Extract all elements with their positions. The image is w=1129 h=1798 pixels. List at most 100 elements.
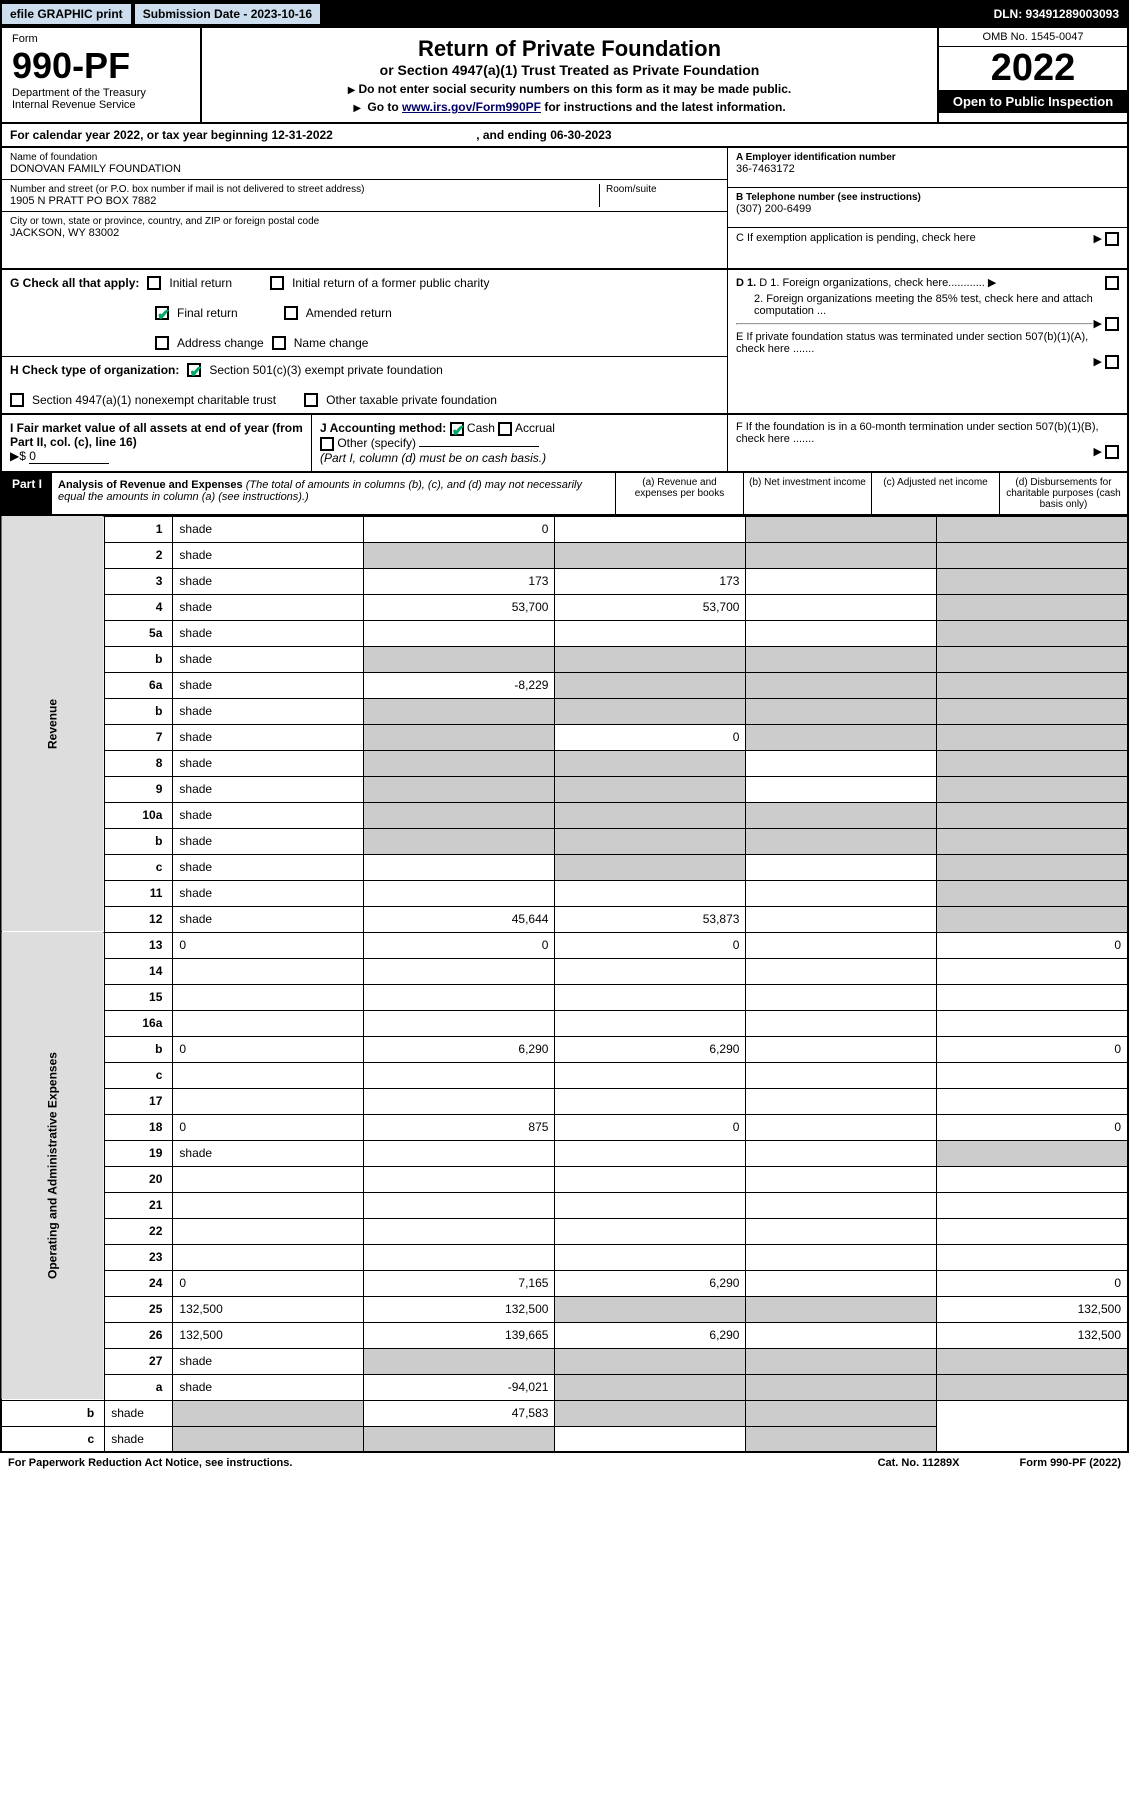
4947-checkbox[interactable] — [10, 393, 24, 407]
line-number: 16a — [105, 1010, 173, 1036]
line-desc: shade — [173, 776, 364, 802]
line-number: 18 — [105, 1114, 173, 1140]
line-desc: 0 — [173, 932, 364, 958]
g-label: G Check all that apply: — [10, 276, 139, 290]
table-row: 7 shade 0 — [1, 724, 1128, 750]
table-row: 8 shade — [1, 750, 1128, 776]
final-return-checkbox[interactable] — [155, 306, 169, 320]
other-method-checkbox[interactable] — [320, 437, 334, 451]
submission-date: Submission Date - 2023-10-16 — [133, 2, 322, 26]
line-number: 27 — [105, 1348, 173, 1374]
accrual-checkbox[interactable] — [498, 422, 512, 436]
line-number: 21 — [105, 1192, 173, 1218]
line-number: 25 — [105, 1296, 173, 1322]
501c3-checkbox[interactable] — [187, 363, 201, 377]
line-desc — [173, 984, 364, 1010]
line-number: 5a — [105, 620, 173, 646]
line-number: 17 — [105, 1088, 173, 1114]
line-number: 23 — [105, 1244, 173, 1270]
entity-info: Name of foundation DONOVAN FAMILY FOUNDA… — [0, 148, 1129, 270]
foundation-name: DONOVAN FAMILY FOUNDATION — [10, 163, 719, 175]
table-row: 21 — [1, 1192, 1128, 1218]
cash-checkbox[interactable] — [450, 422, 464, 436]
form-label: Form — [12, 33, 190, 45]
col-d-header: (d) Disbursements for charitable purpose… — [999, 473, 1127, 514]
amended-checkbox[interactable] — [284, 306, 298, 320]
i-value: 0 — [29, 449, 109, 464]
line-desc — [173, 1218, 364, 1244]
table-row: b shade 47,583 — [1, 1400, 1128, 1426]
line-number: 22 — [105, 1218, 173, 1244]
phone-value: (307) 200-6499 — [736, 203, 1119, 215]
table-row: 6a shade -8,229 — [1, 672, 1128, 698]
ein-label: A Employer identification number — [736, 152, 1119, 163]
table-row: c — [1, 1062, 1128, 1088]
line-number: b — [1, 1400, 105, 1426]
revenue-expense-table: Revenue 1 shade 0 2 shade 3 shade 173173… — [0, 516, 1129, 1454]
table-row: b shade — [1, 646, 1128, 672]
line-desc: shade — [105, 1426, 173, 1452]
line-number: 3 — [105, 568, 173, 594]
line-desc: shade — [173, 724, 364, 750]
line-number: 2 — [105, 542, 173, 568]
col-c-header: (c) Adjusted net income — [871, 473, 999, 514]
tax-year: 2022 — [939, 47, 1127, 90]
line-desc: 0 — [173, 1036, 364, 1062]
line-desc — [173, 1062, 364, 1088]
f-checkbox[interactable] — [1105, 445, 1119, 459]
c-checkbox[interactable] — [1105, 232, 1119, 246]
dept-treasury: Department of the Treasury — [12, 87, 190, 99]
line-number: b — [105, 1036, 173, 1062]
j-label: J Accounting method: — [320, 421, 446, 435]
d1-checkbox[interactable] — [1105, 276, 1119, 290]
table-row: 22 — [1, 1218, 1128, 1244]
efile-label[interactable]: efile GRAPHIC print — [2, 4, 133, 24]
line-desc: shade — [173, 646, 364, 672]
line-number: 10a — [105, 802, 173, 828]
expenses-side-label: Operating and Administrative Expenses — [1, 932, 105, 1400]
line-desc: 132,500 — [173, 1322, 364, 1348]
top-bar: efile GRAPHIC print Submission Date - 20… — [0, 0, 1129, 28]
open-public: Open to Public Inspection — [939, 90, 1127, 113]
address-change-checkbox[interactable] — [155, 336, 169, 350]
line-number: 19 — [105, 1140, 173, 1166]
city-label: City or town, state or province, country… — [10, 216, 719, 227]
irs-link[interactable]: www.irs.gov/Form990PF — [402, 100, 541, 114]
table-row: 10a shade — [1, 802, 1128, 828]
d1-label: D 1. D 1. Foreign organizations, check h… — [736, 276, 1119, 289]
table-row: c shade — [1, 1426, 1128, 1452]
table-row: 27 shade — [1, 1348, 1128, 1374]
line-number: 12 — [105, 906, 173, 932]
e-checkbox[interactable] — [1105, 355, 1119, 369]
part1-title: Analysis of Revenue and Expenses — [58, 479, 243, 491]
line-number: 26 — [105, 1322, 173, 1348]
line-desc: shade — [173, 854, 364, 880]
omb-number: OMB No. 1545-0047 — [939, 28, 1127, 47]
other-taxable-checkbox[interactable] — [304, 393, 318, 407]
line-number: c — [105, 854, 173, 880]
table-row: b shade — [1, 828, 1128, 854]
line-desc — [173, 1244, 364, 1270]
form-header: Form 990-PF Department of the Treasury I… — [0, 28, 1129, 124]
ein-value: 36-7463172 — [736, 163, 1119, 175]
part1-header-row: Part I Analysis of Revenue and Expenses … — [0, 473, 1129, 516]
form-subtitle: or Section 4947(a)(1) Trust Treated as P… — [210, 62, 929, 78]
table-row: 9 shade — [1, 776, 1128, 802]
line-number: 13 — [105, 932, 173, 958]
name-change-checkbox[interactable] — [272, 336, 286, 350]
col-b-header: (b) Net investment income — [743, 473, 871, 514]
line-number: 20 — [105, 1166, 173, 1192]
line-desc: shade — [173, 1374, 364, 1400]
line-number: 7 — [105, 724, 173, 750]
initial-former-checkbox[interactable] — [270, 276, 284, 290]
instr-ssn: Do not enter social security numbers on … — [210, 82, 929, 96]
line-number: 15 — [105, 984, 173, 1010]
footer-cat: Cat. No. 11289X — [878, 1457, 960, 1469]
part1-label: Part I — [2, 473, 52, 514]
addr-label: Number and street (or P.O. box number if… — [10, 184, 599, 195]
line-desc: shade — [173, 620, 364, 646]
d2-checkbox[interactable] — [1105, 317, 1119, 331]
line-number: a — [105, 1374, 173, 1400]
c-label: C If exemption application is pending, c… — [736, 232, 976, 244]
initial-return-checkbox[interactable] — [147, 276, 161, 290]
